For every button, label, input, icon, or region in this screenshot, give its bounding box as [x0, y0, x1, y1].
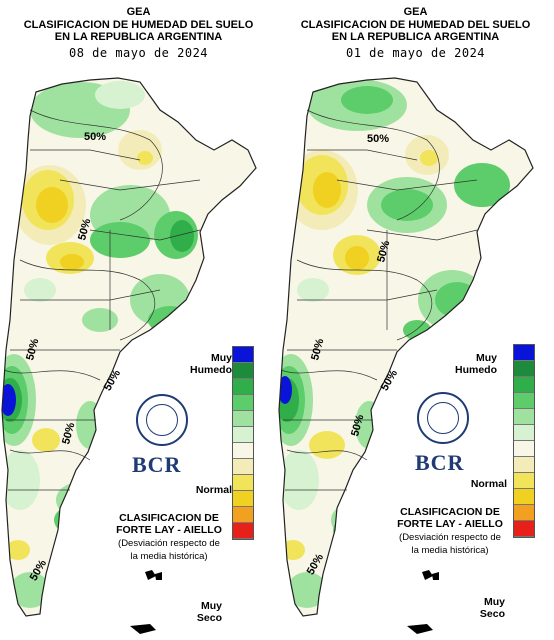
contour-label: 50%: [60, 421, 77, 446]
legend-swatch: [514, 457, 534, 473]
classification-caption: CLASIFICACION DE FORTE LAY - AIELLO (Des…: [116, 512, 222, 562]
map-title: GEA CLASIFICACION DE HUMEDAD DEL SUELO E…: [277, 6, 554, 59]
bcr-seal-icon: [136, 394, 188, 446]
legend-swatch: [233, 491, 253, 507]
legend-swatch: [514, 425, 534, 441]
legend-swatch: [514, 345, 534, 361]
contour-label: 50%: [349, 413, 366, 438]
legend-swatch: [233, 427, 253, 443]
legend-swatch: [233, 443, 253, 459]
title-line1: CLASIFICACION DE HUMEDAD DEL SUELO: [23, 18, 254, 31]
legend-normal-label: Normal: [195, 484, 232, 496]
legend-swatch: [514, 393, 534, 409]
legend-colorbar: [513, 344, 535, 538]
legend-swatch: [233, 523, 253, 539]
legend-dry-label: Muy Seco: [196, 600, 222, 624]
legend-colorbar: [232, 346, 254, 540]
legend-swatch: [514, 489, 534, 505]
legend-swatch: [514, 521, 534, 537]
legend-dry-label: Muy Seco: [479, 596, 505, 620]
legend-swatch: [233, 363, 253, 379]
map-title: GEA CLASIFICACION DE HUMEDAD DEL SUELO E…: [0, 6, 277, 59]
org-label: GEA: [126, 6, 151, 18]
map-panel-0501: GEA CLASIFICACION DE HUMEDAD DEL SUELO E…: [277, 0, 554, 640]
legend-swatch: [233, 507, 253, 523]
soil-moisture-map: 50% 50% 50% 50% 50% 50%: [1, 77, 257, 634]
title-line2: EN LA REPUBLICA ARGENTINA: [331, 31, 500, 43]
soil-moisture-map: 50% 50% 50% 50% 50% 50%: [278, 77, 534, 634]
legend-swatch: [514, 441, 534, 457]
contour-label: 50%: [76, 217, 93, 242]
map-date: 08 de mayo de 2024: [68, 45, 209, 60]
legend-swatch: [514, 377, 534, 393]
legend-normal-label: Normal: [470, 478, 507, 490]
bcr-seal-icon: [417, 392, 469, 444]
bcr-logo: BCR: [415, 450, 465, 475]
legend-swatch: [514, 361, 534, 377]
title-line1: CLASIFICACION DE HUMEDAD DEL SUELO: [300, 18, 531, 31]
legend-wet-label: Muy Humedo: [190, 352, 232, 376]
classification-caption: CLASIFICACION DE FORTE LAY - AIELLO (Des…: [397, 506, 503, 556]
legend-swatch: [514, 409, 534, 425]
contour-label: 50%: [309, 337, 326, 362]
title-line2: EN LA REPUBLICA ARGENTINA: [54, 31, 223, 43]
contour-label: 50%: [375, 239, 392, 264]
legend-swatch: [514, 505, 534, 521]
map-date: 01 de mayo de 2024: [345, 45, 486, 60]
legend-swatch: [514, 473, 534, 489]
contour-label: 50%: [367, 133, 389, 145]
legend-wet-label: Muy Humedo: [455, 352, 497, 376]
contour-label: 50%: [84, 131, 106, 143]
legend-swatch: [233, 347, 253, 363]
legend-swatch: [233, 411, 253, 427]
legend-swatch: [233, 459, 253, 475]
bcr-logo: BCR: [132, 452, 182, 477]
map-panel-0508: GEA CLASIFICACION DE HUMEDAD DEL SUELO E…: [0, 6, 277, 634]
legend-swatch: [233, 395, 253, 411]
legend-swatch: [233, 379, 253, 395]
legend-swatch: [233, 475, 253, 491]
org-label: GEA: [403, 6, 428, 18]
contour-label: 50%: [24, 337, 41, 362]
